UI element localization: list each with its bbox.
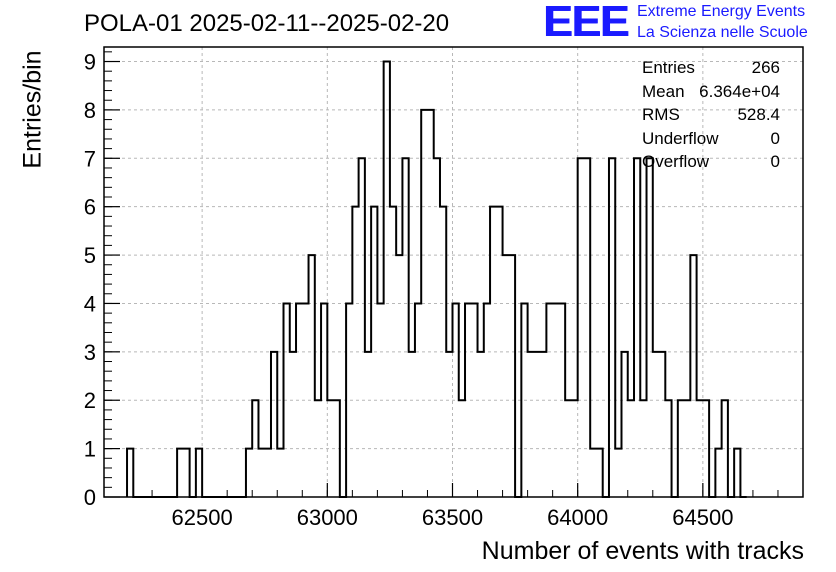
stat-value: 266: [751, 58, 780, 77]
x-tick-label: 64000: [547, 505, 608, 530]
stat-value: 528.4: [737, 105, 780, 124]
stat-entries: Entries 266: [642, 58, 780, 82]
y-tick-label: 4: [84, 291, 96, 316]
grid-lines: [104, 47, 803, 497]
y-tick-label: 9: [84, 50, 96, 75]
y-axis-label: Entries/bin: [18, 50, 47, 169]
logo-line-1: Extreme Energy Events: [637, 3, 806, 20]
stat-value: 6.364e+04: [699, 81, 780, 101]
stat-key: Mean: [642, 81, 685, 101]
stat-value: 0: [770, 128, 780, 148]
stat-key: RMS: [642, 105, 680, 124]
stat-value: 0: [770, 152, 780, 171]
x-tick-label: 62500: [172, 505, 233, 530]
y-tick-label: 2: [84, 388, 96, 413]
y-tick-label: 3: [84, 340, 96, 365]
stat-underflow: Underflow 0: [642, 129, 780, 153]
y-tick-label: 6: [84, 195, 96, 220]
y-tick-label: 8: [84, 98, 96, 123]
y-tick-label: 7: [84, 146, 96, 171]
x-axis-label: Number of events with tracks: [481, 537, 804, 565]
plot-frame: [103, 46, 804, 498]
x-tick-label: 64500: [672, 505, 733, 530]
x-tick-label: 63500: [422, 505, 483, 530]
y-tick-label: 0: [84, 485, 96, 510]
histogram-line: [126, 60, 747, 498]
stat-key: Underflow: [642, 128, 719, 148]
stats-box: Entries 266 Mean 6.364e+04 RMS 528.4 Und…: [642, 58, 780, 176]
logo-line-2: La Scienza nelle Scuole: [637, 24, 808, 41]
stat-mean: Mean 6.364e+04: [642, 82, 780, 106]
logo-letters: EEE: [543, 0, 629, 46]
stat-overflow: Overflow 0: [642, 152, 780, 176]
y-tick-label: 1: [84, 437, 96, 462]
stat-key: Entries: [642, 58, 695, 77]
stat-rms: RMS 528.4: [642, 105, 780, 129]
chart-title: POLA-01 2025-02-11--2025-02-20: [84, 10, 450, 37]
x-tick-label: 63000: [297, 505, 358, 530]
y-tick-label: 5: [84, 243, 96, 268]
stat-key: Overflow: [642, 152, 710, 171]
axis-ticks: 0 1 2 3 4 5 6 7 8 9 62500 63000 63500 64000 64500: [84, 50, 804, 530]
